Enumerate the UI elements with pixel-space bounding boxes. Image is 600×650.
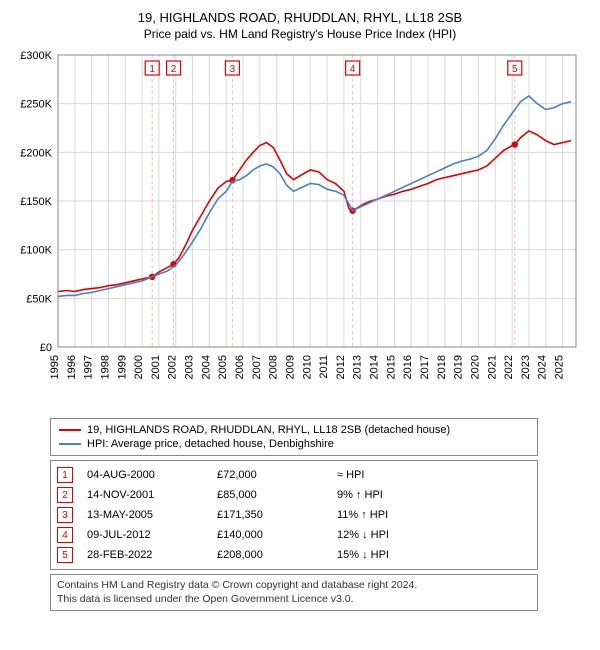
svg-text:£100K: £100K	[20, 245, 52, 257]
svg-text:£50K: £50K	[26, 293, 52, 305]
sale-price: £85,000	[217, 489, 337, 501]
svg-text:2023: 2023	[520, 355, 532, 379]
svg-text:1: 1	[149, 64, 155, 75]
svg-text:1995: 1995	[49, 355, 61, 379]
svg-text:2018: 2018	[436, 355, 448, 379]
sale-number-badge: 1	[57, 467, 73, 483]
svg-text:4: 4	[350, 64, 356, 75]
svg-text:1996: 1996	[66, 355, 78, 379]
svg-text:2: 2	[171, 64, 177, 75]
title-address: 19, HIGHLANDS ROAD, RHUDDLAN, RHYL, LL18…	[12, 10, 588, 25]
line-chart-svg: £0 £50K £100K £150K £200K £250K £300K 1995 1996 1…	[12, 47, 588, 412]
sale-delta: 11% ↑ HPI	[337, 509, 457, 521]
sale-date: 09-JUL-2012	[87, 529, 217, 541]
legend-label: HPI: Average price, detached house, Denb…	[87, 438, 334, 450]
svg-text:2017: 2017	[419, 355, 431, 379]
svg-text:2025: 2025	[554, 355, 566, 379]
title-subtitle: Price paid vs. HM Land Registry's House …	[12, 27, 588, 41]
sale-number-badge: 5	[57, 547, 73, 563]
sale-price: £140,000	[217, 529, 337, 541]
sales-table: 1 04-AUG-2000£72,000≈ HPI 2 14-NOV-2001£85,…	[50, 460, 538, 570]
svg-text:2006: 2006	[234, 355, 246, 379]
legend-row: 19, HIGHLANDS ROAD, RHUDDLAN, RHYL, LL18…	[59, 423, 529, 437]
svg-text:2016: 2016	[402, 355, 414, 379]
svg-text:2000: 2000	[133, 355, 145, 379]
sale-date: 28-FEB-2022	[87, 549, 217, 561]
chart-area: £0 £50K £100K £150K £200K £250K £300K 1995 1996 1…	[12, 47, 588, 412]
sale-date: 04-AUG-2000	[87, 469, 217, 481]
svg-text:2024: 2024	[537, 355, 549, 379]
sale-delta: 12% ↓ HPI	[337, 529, 457, 541]
svg-text:£250K: £250K	[20, 99, 52, 111]
svg-text:2009: 2009	[284, 355, 296, 379]
sale-delta: ≈ HPI	[337, 469, 457, 481]
legend: 19, HIGHLANDS ROAD, RHUDDLAN, RHYL, LL18…	[50, 418, 538, 456]
legend-row: HPI: Average price, detached house, Denb…	[59, 437, 529, 451]
svg-text:1997: 1997	[83, 355, 95, 379]
chart-titles: 19, HIGHLANDS ROAD, RHUDDLAN, RHYL, LL18…	[12, 10, 588, 41]
sale-price: £208,000	[217, 549, 337, 561]
legend-label: 19, HIGHLANDS ROAD, RHUDDLAN, RHYL, LL18…	[87, 424, 450, 436]
svg-text:2007: 2007	[251, 355, 263, 379]
copyright-box: Contains HM Land Registry data © Crown c…	[50, 574, 538, 611]
svg-text:2001: 2001	[150, 355, 162, 379]
sale-delta: 15% ↓ HPI	[337, 549, 457, 561]
sale-row: 1 04-AUG-2000£72,000≈ HPI	[57, 465, 531, 485]
sale-date: 14-NOV-2001	[87, 489, 217, 501]
sale-number-badge: 4	[57, 527, 73, 543]
copyright-line-2: This data is licensed under the Open Gov…	[57, 593, 531, 607]
sale-row: 2 14-NOV-2001£85,0009% ↑ HPI	[57, 485, 531, 505]
svg-text:1998: 1998	[99, 355, 111, 379]
svg-text:2022: 2022	[503, 355, 515, 379]
copyright-line-1: Contains HM Land Registry data © Crown c…	[57, 579, 531, 593]
svg-text:2013: 2013	[352, 355, 364, 379]
svg-text:2010: 2010	[301, 355, 313, 379]
sale-number-badge: 2	[57, 487, 73, 503]
svg-text:£0: £0	[40, 342, 52, 354]
svg-text:2015: 2015	[385, 355, 397, 379]
svg-text:2003: 2003	[184, 355, 196, 379]
svg-text:2012: 2012	[335, 355, 347, 379]
legend-swatch	[59, 429, 81, 431]
sale-row: 4 09-JUL-2012£140,00012% ↓ HPI	[57, 525, 531, 545]
sale-price: £72,000	[217, 469, 337, 481]
sale-price: £171,350	[217, 509, 337, 521]
svg-text:2021: 2021	[486, 355, 498, 379]
sale-row: 3 13-MAY-2005£171,35011% ↑ HPI	[57, 505, 531, 525]
sale-delta: 9% ↑ HPI	[337, 489, 457, 501]
sale-row: 5 28-FEB-2022£208,00015% ↓ HPI	[57, 545, 531, 565]
svg-text:£150K: £150K	[20, 196, 52, 208]
svg-text:2008: 2008	[268, 355, 280, 379]
sale-number-badge: 3	[57, 507, 73, 523]
svg-text:3: 3	[230, 64, 236, 75]
sale-date: 13-MAY-2005	[87, 509, 217, 521]
svg-text:2002: 2002	[167, 355, 179, 379]
svg-text:£200K: £200K	[20, 147, 52, 159]
svg-text:2014: 2014	[369, 355, 381, 379]
svg-text:2020: 2020	[469, 355, 481, 379]
svg-text:5: 5	[512, 64, 518, 75]
svg-text:1999: 1999	[116, 355, 128, 379]
svg-text:2011: 2011	[318, 355, 330, 379]
svg-text:2019: 2019	[453, 355, 465, 379]
svg-text:2005: 2005	[217, 355, 229, 379]
svg-text:2004: 2004	[200, 355, 212, 379]
legend-swatch	[59, 443, 81, 445]
svg-text:£300K: £300K	[20, 50, 52, 62]
